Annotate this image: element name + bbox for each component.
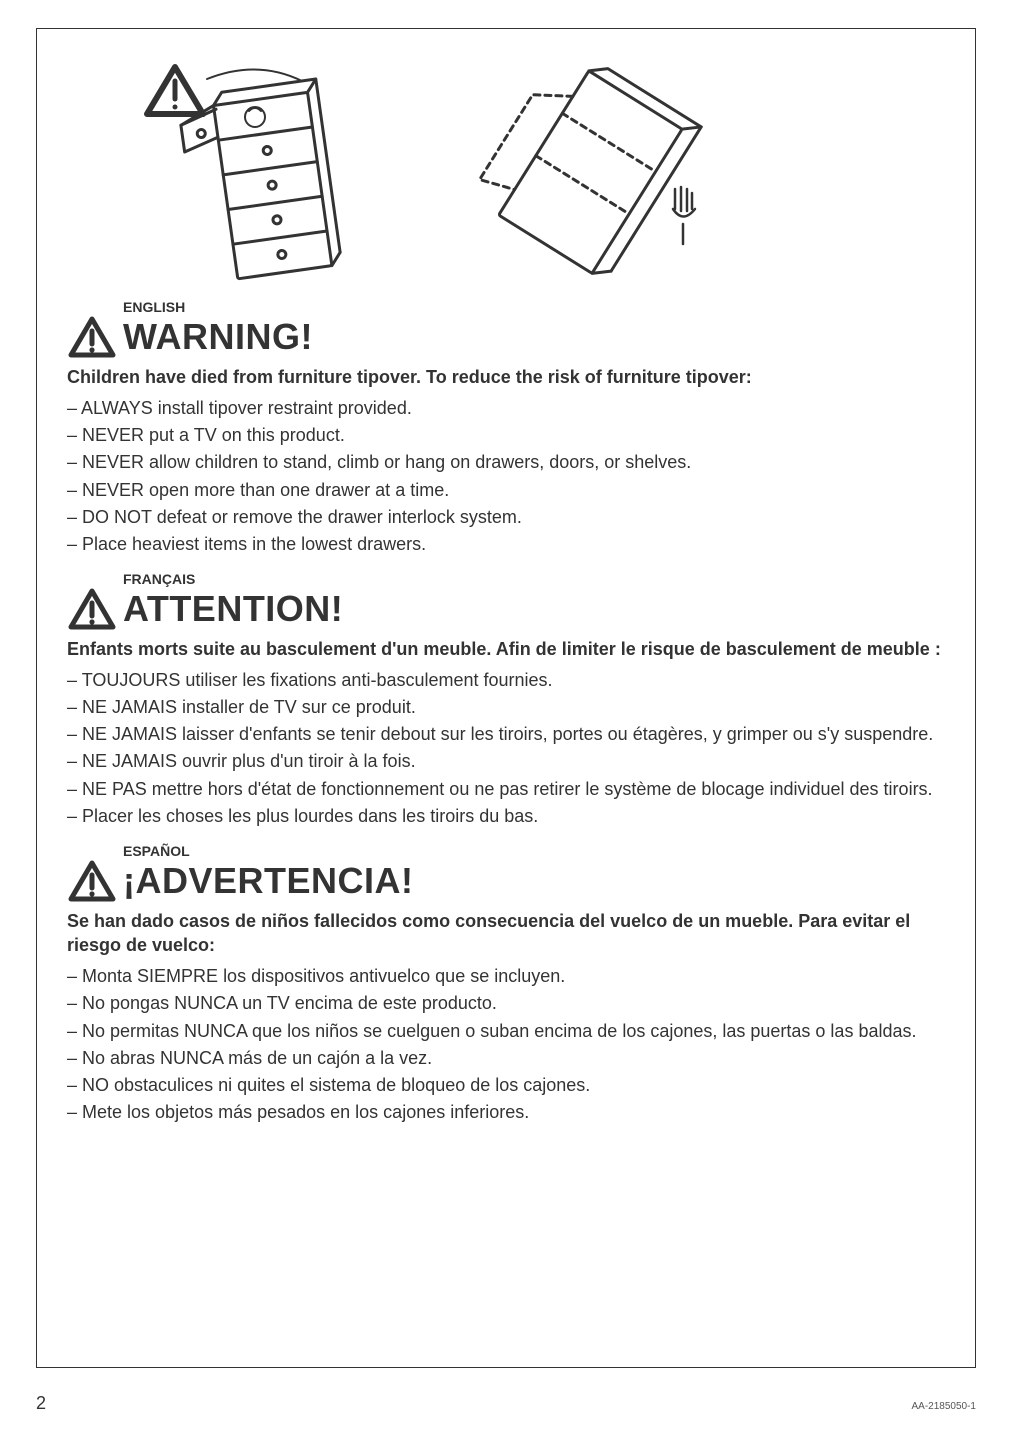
bullet-list-francais: TOUJOURS utiliser les fixations anti-bas… [67,667,945,829]
section-espanol: ESPAÑOL ¡ADVERTENCIA! Se han dado casos … [67,843,945,1125]
content-frame: ENGLISH WARNING! Children have died from… [36,28,976,1368]
list-item: Place heaviest items in the lowest drawe… [67,531,945,557]
subheading-english: Children have died from furniture tipove… [67,365,945,389]
page-footer: 2 AA-2185050-1 [36,1393,976,1414]
list-item: No permitas NUNCA que los niños se cuelg… [67,1018,945,1044]
list-item: Mete los objetos más pesados en los cajo… [67,1099,945,1125]
heading-espanol: ¡ADVERTENCIA! [123,860,414,902]
list-item: NEVER put a TV on this product. [67,422,945,448]
section-english: ENGLISH WARNING! Children have died from… [67,299,945,557]
list-item: No pongas NUNCA un TV encima de este pro… [67,990,945,1016]
list-item: TOUJOURS utiliser les fixations anti-bas… [67,667,945,693]
bullet-list-english: ALWAYS install tipover restraint provide… [67,395,945,557]
bullet-list-espanol: Monta SIEMPRE los dispositivos antivuelc… [67,963,945,1125]
illustration-row [137,59,945,289]
list-item: NEVER open more than one drawer at a tim… [67,477,945,503]
section-francais: FRANÇAIS ATTENTION! Enfants morts suite … [67,571,945,829]
warning-triangle-icon [67,859,117,903]
list-item: Placer les choses les plus lourdes dans … [67,803,945,829]
heading-francais: ATTENTION! [123,588,343,630]
lang-label-francais: FRANÇAIS [123,571,945,587]
tipping-dresser-illustration [137,59,357,289]
heading-english: WARNING! [123,316,313,358]
list-item: DO NOT defeat or remove the drawer inter… [67,504,945,530]
list-item: NE JAMAIS ouvrir plus d'un tiroir à la f… [67,748,945,774]
warning-triangle-icon [67,587,117,631]
heading-row: WARNING! [67,315,945,359]
heading-row: ¡ADVERTENCIA! [67,859,945,903]
list-item: NE JAMAIS laisser d'enfants se tenir deb… [67,721,945,747]
warning-triangle-icon [67,315,117,359]
list-item: NEVER allow children to stand, climb or … [67,449,945,475]
document-id: AA-2185050-1 [912,1401,977,1412]
page-number: 2 [36,1393,46,1414]
list-item: NE JAMAIS installer de TV sur ce produit… [67,694,945,720]
page: ENGLISH WARNING! Children have died from… [0,0,1012,1432]
fallen-furniture-illustration [477,59,707,289]
lang-label-espanol: ESPAÑOL [123,843,945,859]
subheading-francais: Enfants morts suite au basculement d'un … [67,637,945,661]
list-item: Monta SIEMPRE los dispositivos antivuelc… [67,963,945,989]
heading-row: ATTENTION! [67,587,945,631]
lang-label-english: ENGLISH [123,299,945,315]
subheading-espanol: Se han dado casos de niños fallecidos co… [67,909,945,958]
list-item: ALWAYS install tipover restraint provide… [67,395,945,421]
list-item: No abras NUNCA más de un cajón a la vez. [67,1045,945,1071]
list-item: NE PAS mettre hors d'état de fonctionnem… [67,776,945,802]
list-item: NO obstaculices ni quites el sistema de … [67,1072,945,1098]
